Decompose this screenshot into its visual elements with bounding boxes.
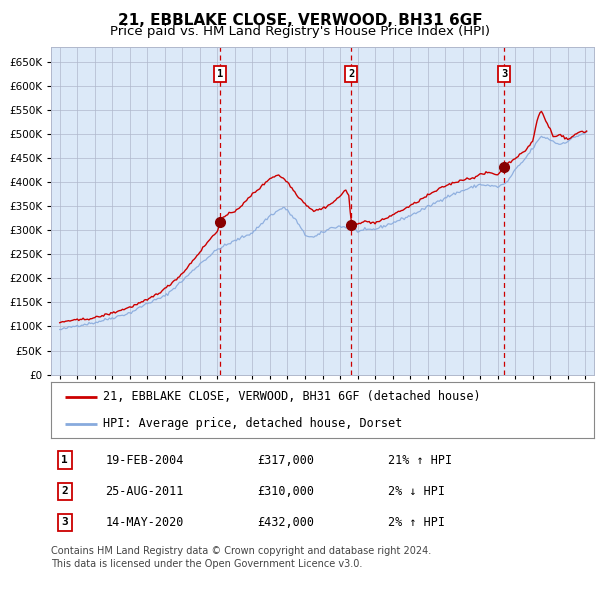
- Text: 21, EBBLAKE CLOSE, VERWOOD, BH31 6GF: 21, EBBLAKE CLOSE, VERWOOD, BH31 6GF: [118, 13, 482, 28]
- Text: 2% ↓ HPI: 2% ↓ HPI: [388, 484, 445, 498]
- Text: 2: 2: [61, 486, 68, 496]
- Text: 2: 2: [348, 68, 355, 78]
- Text: 21, EBBLAKE CLOSE, VERWOOD, BH31 6GF (detached house): 21, EBBLAKE CLOSE, VERWOOD, BH31 6GF (de…: [103, 391, 480, 404]
- Text: HPI: Average price, detached house, Dorset: HPI: Average price, detached house, Dors…: [103, 417, 402, 430]
- Text: 3: 3: [61, 517, 68, 527]
- Text: 19-FEB-2004: 19-FEB-2004: [106, 454, 184, 467]
- Text: £432,000: £432,000: [257, 516, 314, 529]
- Text: Price paid vs. HM Land Registry's House Price Index (HPI): Price paid vs. HM Land Registry's House …: [110, 25, 490, 38]
- Text: 1: 1: [61, 455, 68, 465]
- Text: 1: 1: [217, 68, 223, 78]
- Text: Contains HM Land Registry data © Crown copyright and database right 2024.
This d: Contains HM Land Registry data © Crown c…: [51, 546, 431, 569]
- Text: 2% ↑ HPI: 2% ↑ HPI: [388, 516, 445, 529]
- Text: 21% ↑ HPI: 21% ↑ HPI: [388, 454, 452, 467]
- Text: 3: 3: [501, 68, 507, 78]
- Text: £317,000: £317,000: [257, 454, 314, 467]
- Text: 25-AUG-2011: 25-AUG-2011: [106, 484, 184, 498]
- Text: 14-MAY-2020: 14-MAY-2020: [106, 516, 184, 529]
- Text: £310,000: £310,000: [257, 484, 314, 498]
